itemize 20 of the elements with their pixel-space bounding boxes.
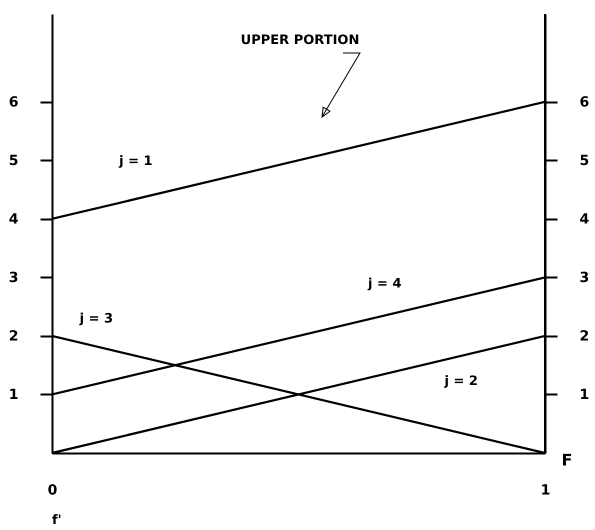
- y-tick-label: 6: [8, 94, 18, 110]
- y2-tick-label: 6: [580, 94, 590, 110]
- series-label: j = 3: [78, 311, 114, 326]
- y-tick-label: 1: [8, 386, 18, 403]
- series-label: j = 4: [367, 276, 402, 292]
- y-tick-label: 5: [8, 152, 18, 169]
- text: f': [52, 513, 62, 528]
- y2-tick-label: 5: [580, 152, 590, 169]
- y2-tick-label: 4: [580, 211, 590, 228]
- y-tick-label: 3: [8, 270, 18, 286]
- x-axis-title: F: [562, 450, 572, 470]
- y2-tick-label: 3: [580, 270, 590, 286]
- x-tick-label: 0: [48, 482, 58, 498]
- y-tick-label: 2: [8, 328, 18, 344]
- series-label: j = 1: [118, 154, 153, 169]
- annotation: UPPER PORTION: [240, 33, 360, 48]
- series-label: j = 2: [443, 374, 478, 389]
- y2-tick-label: 2: [580, 328, 590, 344]
- y-tick-label: 4: [8, 211, 19, 228]
- y2-tick-label: 1: [580, 386, 590, 403]
